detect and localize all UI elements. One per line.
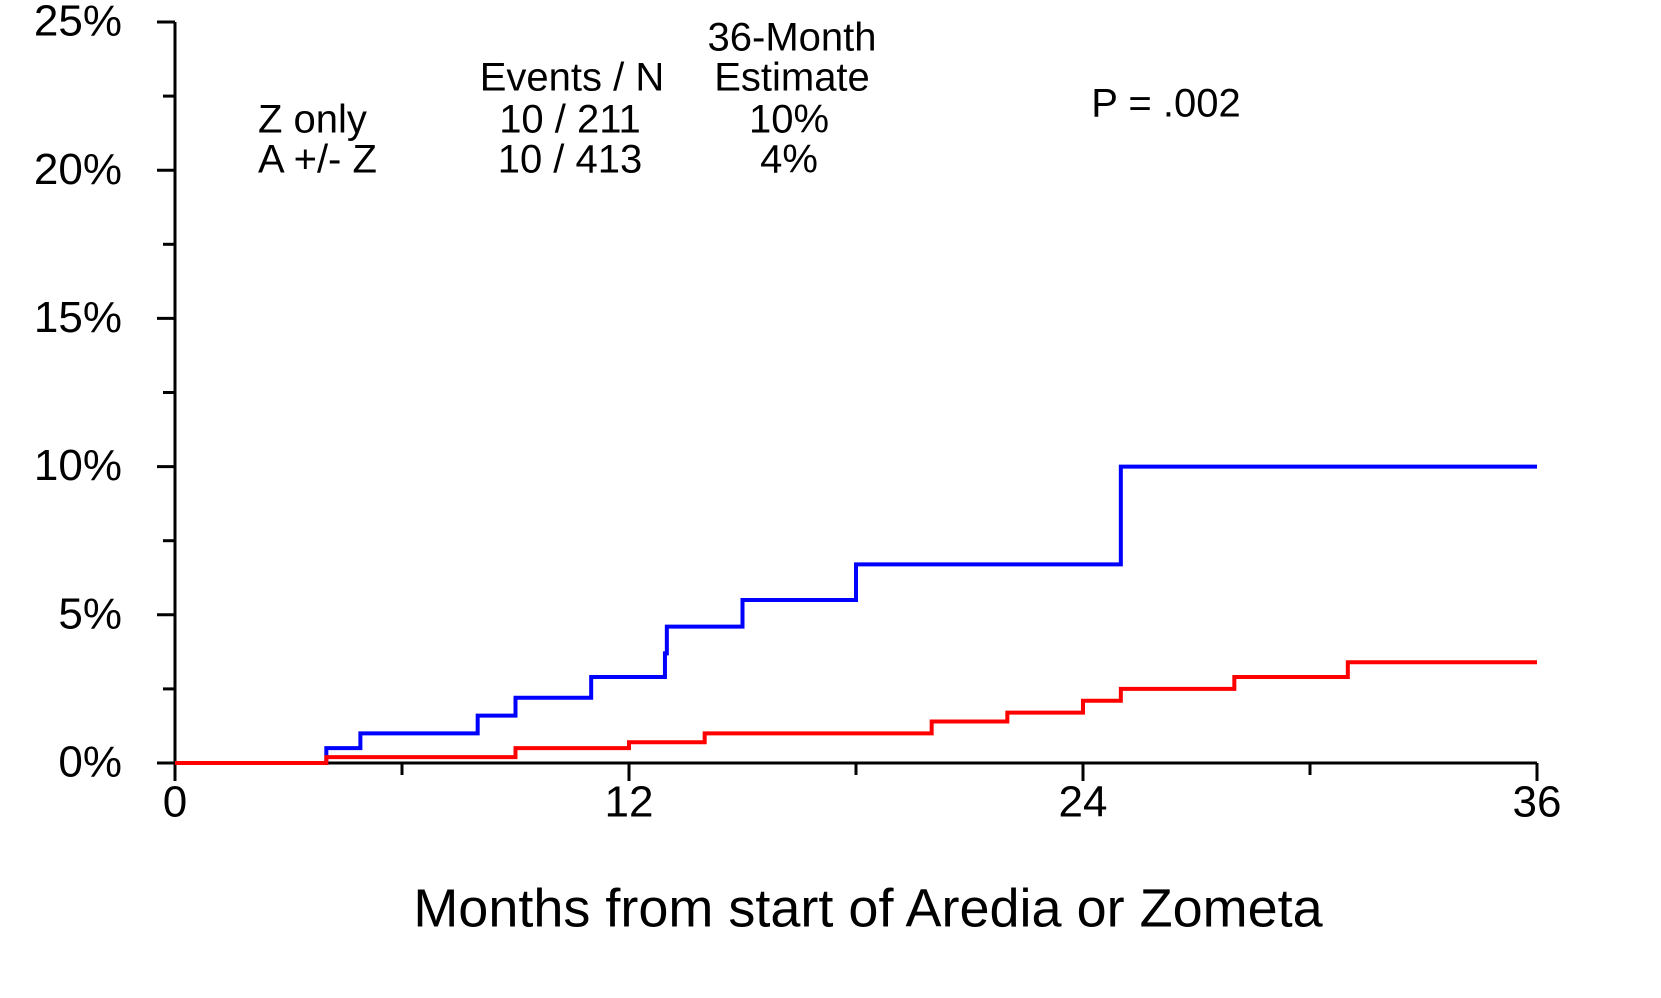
y-tick-label: 5% [58,589,122,638]
y-tick-label: 15% [34,293,122,342]
p-value: P = .002 [1091,82,1240,126]
step-line [175,660,1537,765]
x-tick-label: 12 [605,778,654,827]
x-tick-label: 0 [163,778,187,827]
estimate-label: 4% [760,138,818,182]
x-tick-label: 24 [1059,778,1108,827]
legend-label: Z only [258,98,367,142]
y-tick-label: 10% [34,441,122,490]
table-header: 36-Month [708,16,877,60]
estimate-label: 10% [749,98,829,142]
table-header: Events / N [480,56,665,100]
y-tick-label: 0% [58,738,122,787]
y-tick-label: 20% [34,145,122,194]
y-tick-label: 25% [34,0,122,46]
legend-label: A +/- Z [258,138,377,182]
x-axis-label: Months from start of Aredia or Zometa [413,878,1323,938]
events-label: 10 / 413 [498,138,643,182]
step-line [175,464,1537,765]
x-tick-label: 36 [1513,778,1562,827]
events-label: 10 / 211 [499,98,641,142]
table-header: Estimate [714,56,870,100]
